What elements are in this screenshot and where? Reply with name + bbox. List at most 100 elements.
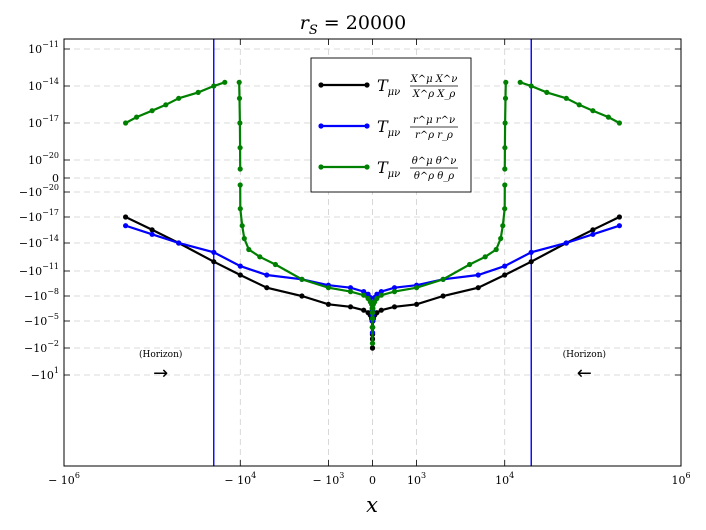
data-point	[163, 102, 169, 108]
y-tick-label-exp: −17	[42, 208, 59, 217]
series-line	[503, 82, 507, 170]
legend-label-main: T	[377, 158, 389, 177]
data-point	[498, 235, 504, 242]
data-point	[347, 289, 354, 295]
data-point	[149, 108, 155, 114]
data-point	[370, 305, 376, 311]
data-point	[502, 272, 508, 278]
legend-swatch-marker	[318, 123, 324, 129]
y-tick-label: −10−2	[24, 339, 59, 355]
data-point	[440, 293, 446, 299]
legend-entry-1: Tμν r^μ r^ν r^ρ r_ρ	[318, 115, 458, 141]
data-point	[378, 292, 384, 298]
y-tick-label: −10−17	[19, 208, 59, 224]
chart-title: rS = 20000	[300, 12, 406, 38]
legend-label-sub: μν	[388, 169, 401, 180]
data-point	[299, 276, 305, 282]
horizon-arrow: ←	[577, 363, 592, 384]
y-tick-label-base: −10	[19, 265, 42, 278]
data-point	[502, 263, 508, 269]
x-tick-label-base: 0	[369, 474, 376, 487]
annotations: (Horizon) → (Horizon) ←	[139, 349, 606, 384]
y-tick-label: 10−14	[28, 77, 59, 93]
data-point	[325, 301, 331, 307]
data-point	[211, 83, 217, 89]
legend-label: Tμν	[377, 158, 400, 180]
data-point	[378, 289, 384, 295]
y-tick-label-exp: −14	[42, 234, 59, 243]
series-line	[519, 81, 620, 124]
series-layer	[123, 79, 623, 351]
data-point	[211, 259, 217, 265]
y-tick-label-base: 0	[52, 172, 59, 185]
data-point	[563, 240, 569, 246]
y-tick-label-base: −10	[19, 211, 42, 224]
data-point	[272, 261, 278, 268]
data-point	[237, 263, 243, 269]
y-tick-label: 10−20	[28, 151, 59, 167]
data-point	[195, 89, 201, 95]
y-tick-label: 0	[52, 172, 59, 185]
data-point	[176, 240, 182, 246]
data-point	[502, 95, 509, 101]
x-tick-label-base: 10	[671, 474, 685, 487]
data-point	[299, 293, 305, 299]
series-line	[239, 184, 374, 344]
data-point	[237, 166, 243, 172]
legend-frac-num: r^μ r^ν	[413, 115, 455, 126]
data-point	[475, 285, 481, 291]
data-point	[369, 340, 376, 346]
data-point	[123, 120, 129, 126]
data-point	[576, 102, 582, 108]
data-point	[475, 272, 481, 278]
y-tick-label: 10−11	[28, 40, 59, 56]
data-point	[239, 223, 245, 229]
x-tick-label: − 104	[224, 471, 256, 487]
data-point	[123, 214, 129, 220]
series-line	[238, 82, 242, 170]
data-point	[374, 291, 380, 297]
y-tick-label-exp: 1	[54, 366, 59, 375]
data-point	[347, 304, 354, 310]
data-point	[370, 315, 376, 322]
legend-label-main: T	[377, 76, 389, 95]
x-tick-label: − 103	[313, 471, 345, 487]
legend-entry-2: Tμν θ^μ θ^ν θ^ρ θ_ρ	[318, 156, 458, 182]
data-point	[502, 182, 508, 188]
y-tick-label-exp: −20	[42, 183, 59, 192]
legend-swatch-marker	[364, 164, 370, 170]
grid	[64, 39, 681, 466]
y-tick-label-exp: −14	[42, 77, 59, 86]
data-point	[237, 182, 243, 188]
x-axis-label: x	[366, 493, 378, 517]
data-point	[361, 307, 367, 313]
data-point	[563, 95, 569, 101]
data-point	[361, 289, 367, 295]
legend-label-main: T	[377, 117, 389, 136]
legend: Tμν X^μ X^ν X^ρ X_ρ Tμν r^μ r^ν r^ρ r_ρ Tμν θ^μ…	[310, 57, 472, 193]
data-point	[493, 246, 499, 253]
y-tick-label-exp: −8	[47, 287, 59, 296]
data-point	[123, 223, 129, 229]
data-point	[414, 301, 420, 307]
x-tick-label-base: − 10	[48, 474, 75, 487]
series-line	[371, 184, 506, 344]
y-tick-label-base: 10	[28, 80, 42, 93]
y-tick-label-base: 10	[28, 117, 42, 130]
data-point	[605, 114, 612, 120]
y-tick-label-base: 10	[28, 154, 42, 167]
legend-frac-num: θ^μ θ^ν	[412, 156, 457, 167]
data-point	[528, 259, 534, 265]
data-point	[211, 249, 217, 255]
data-point	[502, 120, 508, 126]
y-tick-label-base: −10	[24, 315, 47, 328]
x-tick-label-exp: 3	[339, 471, 344, 480]
y-tick-label: −101	[31, 366, 59, 382]
horizon-arrow: →	[153, 363, 168, 384]
series-line	[125, 81, 226, 124]
legend-label: Tμν	[377, 117, 400, 139]
data-point	[391, 304, 398, 310]
x-tick-label-exp: 6	[685, 471, 690, 480]
data-point	[241, 235, 247, 242]
legend-frac-den: θ^ρ θ_ρ	[414, 171, 454, 182]
